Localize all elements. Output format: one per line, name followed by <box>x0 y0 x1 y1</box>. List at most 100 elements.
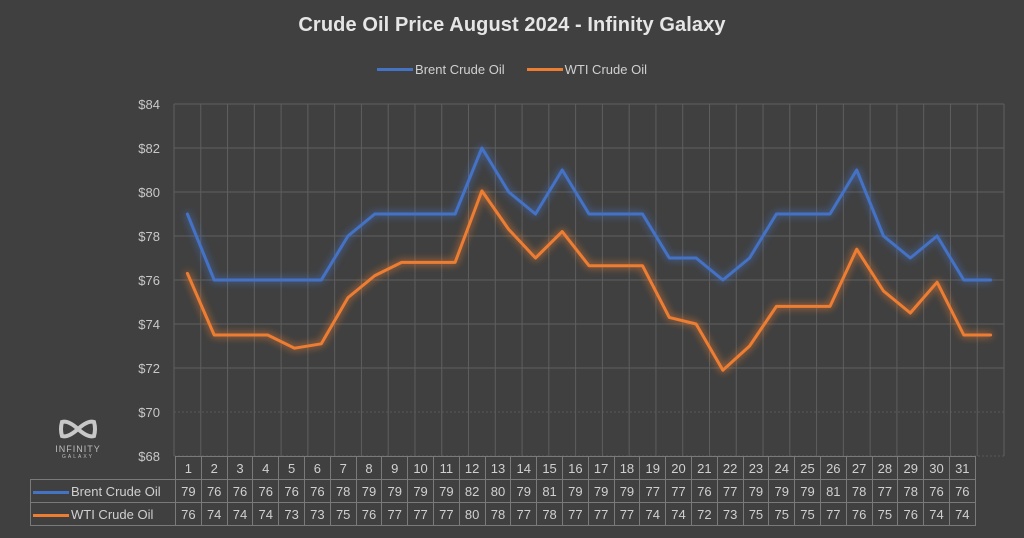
table-cell: 76 <box>690 479 718 503</box>
table-cell: 76 <box>845 502 873 526</box>
table-cell: 79 <box>355 479 383 503</box>
table-cell: 77 <box>561 502 589 526</box>
table-day-cell: 30 <box>923 456 950 480</box>
logo-sub: GALAXY <box>61 454 94 460</box>
table-cell: 77 <box>587 502 615 526</box>
table-cell: 78 <box>845 479 873 503</box>
brent-line <box>185 146 993 282</box>
wti-label: WTI Crude Oil <box>71 506 154 522</box>
table-cell: 78 <box>897 479 925 503</box>
table-cell: 76 <box>923 479 950 503</box>
table-cell: 72 <box>690 502 718 526</box>
table-cell: 73 <box>303 502 331 526</box>
table-cell: 74 <box>200 502 228 526</box>
table-cell: 77 <box>510 502 538 526</box>
table-cell: 80 <box>484 479 512 503</box>
table-cell: 79 <box>432 479 460 503</box>
table-day-cell: 15 <box>536 456 563 480</box>
table-day-cell: 2 <box>200 456 228 480</box>
table-cell: 81 <box>536 479 563 503</box>
table-cell: 79 <box>742 479 770 503</box>
table-day-cell: 14 <box>510 456 538 480</box>
table-cell: 79 <box>510 479 538 503</box>
chart-legend: Brent Crude Oil WTI Crude Oil <box>0 62 1024 77</box>
data-table: 1 2 3 4 5 6 7 8 9 10 11 12 13 14 15 16 17 18 19 20 21 22 23 24 2… <box>30 456 976 526</box>
table-cell: 82 <box>458 479 486 503</box>
table-cell: 78 <box>536 502 563 526</box>
legend-item-brent: Brent Crude Oil <box>377 62 505 77</box>
table-day-cell: 20 <box>665 456 692 480</box>
table-cell: 77 <box>613 502 641 526</box>
table-cell: 80 <box>458 502 486 526</box>
table-day-cell: 4 <box>252 456 280 480</box>
table-day-cell: 7 <box>329 456 357 480</box>
table-cell: 79 <box>794 479 821 503</box>
table-cell: 79 <box>175 479 202 503</box>
table-label-brent: Brent Crude Oil <box>30 479 176 503</box>
table-day-cell: 11 <box>432 456 460 480</box>
table-cell: 76 <box>897 502 925 526</box>
table-day-cell: 28 <box>871 456 899 480</box>
table-day-cell: 29 <box>897 456 925 480</box>
table-day-cell: 23 <box>742 456 770 480</box>
table-day-cell: 13 <box>484 456 512 480</box>
table-day-cell: 22 <box>716 456 744 480</box>
table-cell: 77 <box>871 479 899 503</box>
y-tick-label: $78 <box>138 229 160 244</box>
infinity-icon <box>59 419 97 439</box>
table-corner <box>31 457 176 480</box>
table-cell: 74 <box>948 502 976 526</box>
table-cell: 78 <box>329 479 357 503</box>
y-axis-ticks: $68 $70 $72 $74 $76 $78 $80 $82 $84 <box>138 97 160 464</box>
y-tick-label: $68 <box>138 449 160 464</box>
legend-item-wti: WTI Crude Oil <box>526 62 647 77</box>
table-cell: 73 <box>278 502 305 526</box>
table-row-wti: WTI Crude Oil 76 74 74 74 73 73 75 76 77 77 77 80 78… <box>30 502 976 526</box>
table-cell: 77 <box>432 502 460 526</box>
table-cell: 76 <box>948 479 976 503</box>
table-day-cell: 6 <box>303 456 331 480</box>
y-tick-label: $74 <box>138 317 160 332</box>
table-day-cell: 8 <box>355 456 383 480</box>
table-day-cell: 27 <box>845 456 873 480</box>
table-cell: 79 <box>407 479 434 503</box>
table-day-cell: 25 <box>794 456 821 480</box>
table-cell: 77 <box>716 479 744 503</box>
table-day-cell: 16 <box>561 456 589 480</box>
table-cell: 76 <box>200 479 228 503</box>
table-cell: 78 <box>484 502 512 526</box>
table-day-cell: 31 <box>948 456 976 480</box>
brent-swatch <box>33 490 69 494</box>
table-label-wti: WTI Crude Oil <box>30 502 176 526</box>
table-cell: 75 <box>742 502 770 526</box>
table-cell: 79 <box>768 479 796 503</box>
infinity-galaxy-logo: INFINITY GALAXY <box>48 418 108 460</box>
table-cell: 76 <box>252 479 280 503</box>
legend-swatch-wti <box>526 68 563 71</box>
table-cell: 77 <box>819 502 847 526</box>
table-day-cell: 10 <box>407 456 434 480</box>
table-cell: 74 <box>226 502 254 526</box>
table-day-cell: 19 <box>639 456 667 480</box>
wti-line <box>185 189 993 372</box>
table-cell: 74 <box>665 502 692 526</box>
table-day-cell: 26 <box>819 456 847 480</box>
table-cell: 77 <box>639 479 667 503</box>
table-cell: 75 <box>794 502 821 526</box>
table-cell: 76 <box>303 479 331 503</box>
chart-title: Crude Oil Price August 2024 - Infinity G… <box>298 14 726 36</box>
table-cell: 79 <box>381 479 409 503</box>
table-cell: 81 <box>819 479 847 503</box>
table-cell: 76 <box>278 479 305 503</box>
table-day-cell: 17 <box>587 456 615 480</box>
table-day-cell: 1 <box>175 456 202 480</box>
table-cell: 79 <box>561 479 589 503</box>
table-day-cell: 12 <box>458 456 486 480</box>
table-row-brent: Brent Crude Oil 79 76 76 76 76 76 78 79 79 79 79 82… <box>30 479 976 503</box>
table-cell: 77 <box>407 502 434 526</box>
logo-word: INFINITY <box>55 444 101 454</box>
table-cell: 73 <box>716 502 744 526</box>
y-tick-label: $72 <box>138 361 160 376</box>
table-cell: 76 <box>226 479 254 503</box>
